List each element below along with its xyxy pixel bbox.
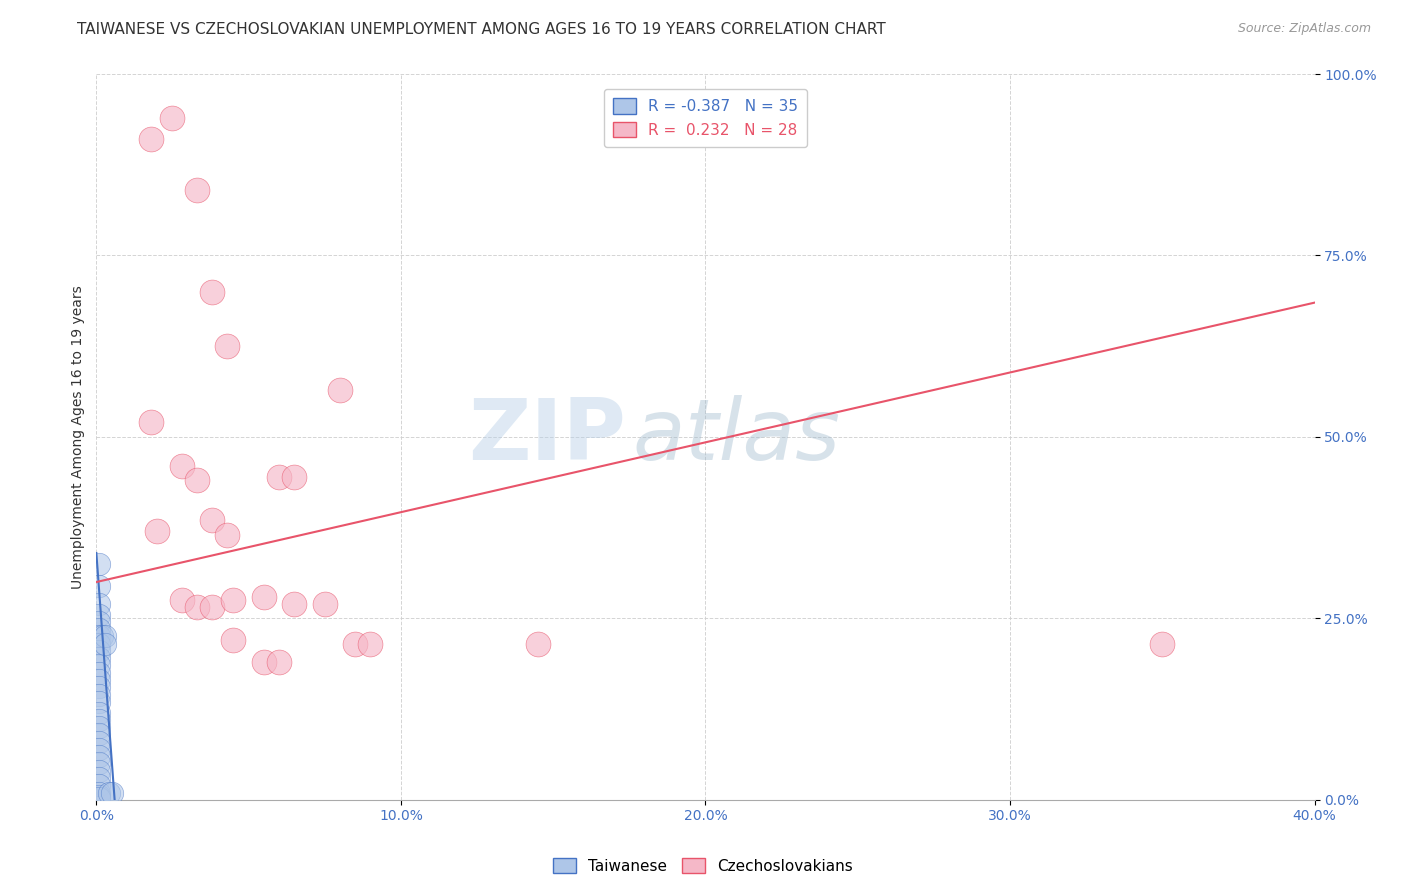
Point <box>222 633 245 648</box>
Point <box>89 665 111 680</box>
Point <box>170 458 193 473</box>
Point <box>94 637 117 651</box>
Point <box>186 600 208 615</box>
Text: Source: ZipAtlas.com: Source: ZipAtlas.com <box>1237 22 1371 36</box>
Point <box>89 579 111 593</box>
Point <box>89 688 111 702</box>
Point <box>170 593 193 607</box>
Point <box>89 637 111 651</box>
Point <box>89 735 111 749</box>
Point <box>89 651 111 665</box>
Legend: Taiwanese, Czechoslovakians: Taiwanese, Czechoslovakians <box>547 852 859 880</box>
Point <box>89 607 111 622</box>
Point <box>89 778 111 792</box>
Point <box>97 785 120 799</box>
Point <box>89 785 111 799</box>
Point <box>201 513 224 527</box>
Point <box>89 771 111 785</box>
Point <box>527 637 550 651</box>
Point <box>201 285 224 299</box>
Point <box>89 673 111 687</box>
Point <box>359 637 381 651</box>
Point <box>186 474 208 488</box>
Point <box>89 789 111 804</box>
Point <box>89 680 111 694</box>
Point <box>89 764 111 778</box>
Point <box>89 720 111 734</box>
Point <box>89 756 111 771</box>
Point <box>89 658 111 673</box>
Point <box>253 655 276 669</box>
Point <box>141 416 163 430</box>
Point <box>89 727 111 741</box>
Point <box>94 630 117 644</box>
Point <box>89 597 111 611</box>
Point <box>89 742 111 756</box>
Point <box>89 644 111 658</box>
Point <box>344 637 367 651</box>
Point <box>89 615 111 629</box>
Point <box>217 339 239 353</box>
Point <box>89 630 111 644</box>
Point <box>186 183 208 197</box>
Point <box>222 593 245 607</box>
Point <box>89 791 111 805</box>
Point <box>146 524 169 539</box>
Text: TAIWANESE VS CZECHOSLOVAKIAN UNEMPLOYMENT AMONG AGES 16 TO 19 YEARS CORRELATION : TAIWANESE VS CZECHOSLOVAKIAN UNEMPLOYMEN… <box>77 22 886 37</box>
Point <box>89 557 111 571</box>
Point <box>89 706 111 720</box>
Point <box>329 383 352 397</box>
Point <box>89 695 111 709</box>
Point <box>1152 637 1174 651</box>
Y-axis label: Unemployment Among Ages 16 to 19 years: Unemployment Among Ages 16 to 19 years <box>72 285 86 589</box>
Point <box>100 785 122 799</box>
Point <box>253 590 276 604</box>
Text: atlas: atlas <box>633 395 841 478</box>
Point <box>314 597 336 611</box>
Point <box>201 600 224 615</box>
Point <box>267 470 290 484</box>
Point <box>217 528 239 542</box>
Point <box>89 622 111 636</box>
Point <box>267 655 290 669</box>
Point <box>283 597 305 611</box>
Point <box>283 470 305 484</box>
Point <box>89 713 111 727</box>
Text: ZIP: ZIP <box>468 395 626 478</box>
Point <box>141 132 163 146</box>
Point <box>162 111 184 125</box>
Point <box>91 630 114 644</box>
Legend: R = -0.387   N = 35, R =  0.232   N = 28: R = -0.387 N = 35, R = 0.232 N = 28 <box>603 89 807 147</box>
Point <box>89 749 111 764</box>
